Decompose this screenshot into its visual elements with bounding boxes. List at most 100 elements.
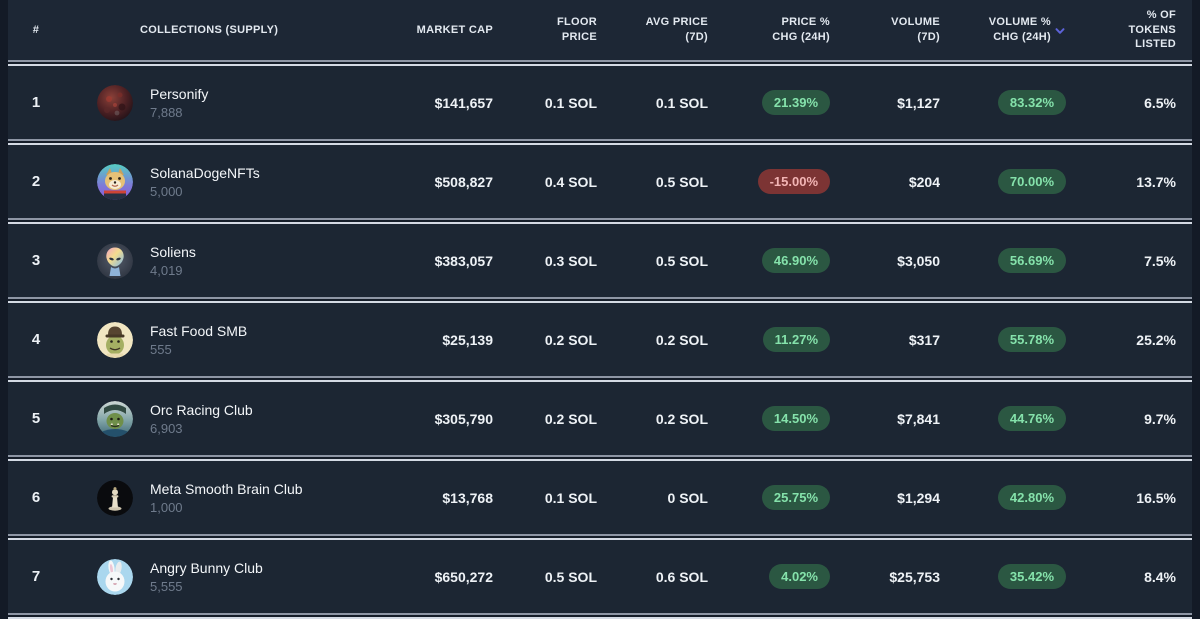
column-header-avg-price-7d[interactable]: AVG PRICE (7D) xyxy=(645,16,708,43)
tokens-listed-pct-value: 6.5% xyxy=(1144,94,1176,111)
tokens-listed-pct-value: 16.5% xyxy=(1136,489,1176,506)
collection-name: Fast Food SMB xyxy=(150,322,248,339)
volume-chg-24h-badge: 56.69% xyxy=(997,248,1066,273)
volume-chg-24h-cell: 42.80% xyxy=(940,485,1066,510)
row-separator xyxy=(8,60,1192,66)
floor-price-value: 0.1 SOL xyxy=(544,489,597,506)
volume-chg-24h-cell: 83.32% xyxy=(940,90,1066,115)
collection-supply: 555 xyxy=(150,341,172,357)
column-header-tokens-listed[interactable]: % OF TOKENS LISTED xyxy=(1128,8,1176,51)
volume-7d-value: $7,841 xyxy=(897,410,940,427)
volume-7d-value: $1,127 xyxy=(897,94,940,111)
table-row[interactable]: 7 Angry Bunny Club 5,555 $650,272 0.5 SO… xyxy=(8,540,1192,613)
table-row[interactable]: 5 Orc Racing Club 6,903 $305,790 0.2 SOL… xyxy=(8,382,1192,455)
collection-cell: Personify 7,888 xyxy=(64,84,370,121)
volume-chg-24h-badge: 70.00% xyxy=(997,169,1066,194)
tokens-listed-pct-value: 9.7% xyxy=(1144,410,1176,427)
table-row[interactable]: 6 Meta Smooth Brain Club 1,000 $13,768 0… xyxy=(8,461,1192,534)
collection-name: SolanaDogeNFTs xyxy=(150,164,260,181)
collection-avatar-soliens xyxy=(97,242,133,279)
collection-supply: 4,019 xyxy=(150,262,183,278)
price-chg-24h-cell: -15.00% xyxy=(708,169,830,194)
collection-name: Meta Smooth Brain Club xyxy=(150,480,303,497)
volume-7d-value: $1,294 xyxy=(897,489,940,506)
row-separator xyxy=(8,297,1192,303)
column-header-market-cap[interactable]: MARKET CAP xyxy=(416,23,493,36)
column-header-volume-chg-24h[interactable]: VOLUME % CHG (24H) xyxy=(940,15,1066,45)
column-header-price-chg-24h[interactable]: PRICE % CHG (24H) xyxy=(772,16,830,43)
collection-avatar-orc xyxy=(97,400,133,437)
volume-chg-24h-cell: 44.76% xyxy=(940,406,1066,431)
collection-cell: Fast Food SMB 555 xyxy=(64,321,370,358)
collection-avatar-fastfood xyxy=(97,321,133,358)
price-chg-24h-badge: 4.02% xyxy=(769,564,830,589)
market-cap-value: $650,272 xyxy=(434,568,493,585)
floor-price-value: 0.1 SOL xyxy=(544,94,597,111)
collection-cell: SolanaDogeNFTs 5,000 xyxy=(64,163,370,200)
price-chg-24h-badge: 14.50% xyxy=(761,406,830,431)
volume-chg-24h-badge: 83.32% xyxy=(997,90,1066,115)
volume-chg-24h-cell: 35.42% xyxy=(940,564,1066,589)
collection-cell: Soliens 4,019 xyxy=(64,242,370,279)
avg-price-7d-value: 0 SOL xyxy=(667,489,708,506)
price-chg-24h-badge: 11.27% xyxy=(762,327,830,352)
tokens-listed-pct-value: 8.4% xyxy=(1144,568,1176,585)
column-header-floor-price[interactable]: FLOOR PRICE xyxy=(557,16,597,43)
avg-price-7d-value: 0.1 SOL xyxy=(655,94,708,111)
collection-avatar-angrybunny xyxy=(97,558,133,595)
table-row[interactable]: 3 Soliens 4,019 $383,057 0.3 SOL 0.5 SOL… xyxy=(8,224,1192,297)
rank-value: 2 xyxy=(31,173,41,190)
collection-cell: Meta Smooth Brain Club 1,000 xyxy=(64,479,370,516)
avg-price-7d-value: 0.6 SOL xyxy=(655,568,708,585)
volume-7d-value: $317 xyxy=(908,331,940,348)
collection-supply: 5,555 xyxy=(150,578,183,594)
avg-price-7d-value: 0.5 SOL xyxy=(655,173,708,190)
table-header-row: # COLLECTIONS (SUPPLY) MARKET CAP FLOOR … xyxy=(8,0,1192,60)
row-separator xyxy=(8,218,1192,224)
floor-price-value: 0.5 SOL xyxy=(544,568,597,585)
column-header-volume-7d[interactable]: VOLUME (7D) xyxy=(891,16,940,43)
column-header-collections[interactable]: COLLECTIONS (SUPPLY) xyxy=(140,23,279,36)
table-row[interactable]: 4 Fast Food SMB 555 $25,139 0.2 SOL 0.2 … xyxy=(8,303,1192,376)
tokens-listed-pct-value: 25.2% xyxy=(1136,331,1176,348)
floor-price-value: 0.3 SOL xyxy=(544,252,597,269)
rank-value: 1 xyxy=(31,94,41,111)
rank-value: 7 xyxy=(31,568,41,585)
row-separator xyxy=(8,613,1192,619)
collection-cell: Orc Racing Club 6,903 xyxy=(64,400,370,437)
floor-price-value: 0.2 SOL xyxy=(544,331,597,348)
price-chg-24h-badge: 21.39% xyxy=(761,90,830,115)
volume-7d-value: $204 xyxy=(908,173,940,190)
avg-price-7d-value: 0.2 SOL xyxy=(655,331,708,348)
collection-cell: Angry Bunny Club 5,555 xyxy=(64,558,370,595)
volume-7d-value: $25,753 xyxy=(889,568,940,585)
rank-value: 4 xyxy=(31,331,41,348)
volume-chg-24h-badge: 42.80% xyxy=(997,485,1066,510)
floor-price-value: 0.4 SOL xyxy=(544,173,597,190)
volume-chg-24h-cell: 70.00% xyxy=(940,169,1066,194)
volume-chg-24h-cell: 56.69% xyxy=(940,248,1066,273)
collection-supply: 6,903 xyxy=(150,420,183,436)
avg-price-7d-value: 0.2 SOL xyxy=(655,410,708,427)
volume-7d-value: $3,050 xyxy=(897,252,940,269)
market-cap-value: $383,057 xyxy=(434,252,493,269)
collection-avatar-metasmooth xyxy=(97,479,133,516)
price-chg-24h-badge: 46.90% xyxy=(761,248,830,273)
collection-name: Angry Bunny Club xyxy=(150,559,263,576)
collection-supply: 5,000 xyxy=(150,183,183,199)
chevron-down-icon xyxy=(1054,25,1066,37)
table-row[interactable]: 1 Personify 7,888 $141,657 0.1 SOL 0.1 S… xyxy=(8,66,1192,139)
tokens-listed-pct-value: 7.5% xyxy=(1144,252,1176,269)
volume-chg-24h-badge: 35.42% xyxy=(997,564,1066,589)
market-cap-value: $305,790 xyxy=(434,410,493,427)
price-chg-24h-cell: 14.50% xyxy=(708,406,830,431)
table-row[interactable]: 2 SolanaDogeNFTs 5,000 $508,827 0.4 SOL … xyxy=(8,145,1192,218)
price-chg-24h-cell: 21.39% xyxy=(708,90,830,115)
floor-price-value: 0.2 SOL xyxy=(544,410,597,427)
collection-name: Soliens xyxy=(150,243,196,260)
collection-supply: 7,888 xyxy=(150,104,183,120)
column-header-rank[interactable]: # xyxy=(32,23,40,36)
price-chg-24h-cell: 4.02% xyxy=(708,564,830,589)
rank-value: 5 xyxy=(31,410,41,427)
column-header-volume-chg-24h-label: VOLUME % CHG (24H) xyxy=(988,16,1051,43)
